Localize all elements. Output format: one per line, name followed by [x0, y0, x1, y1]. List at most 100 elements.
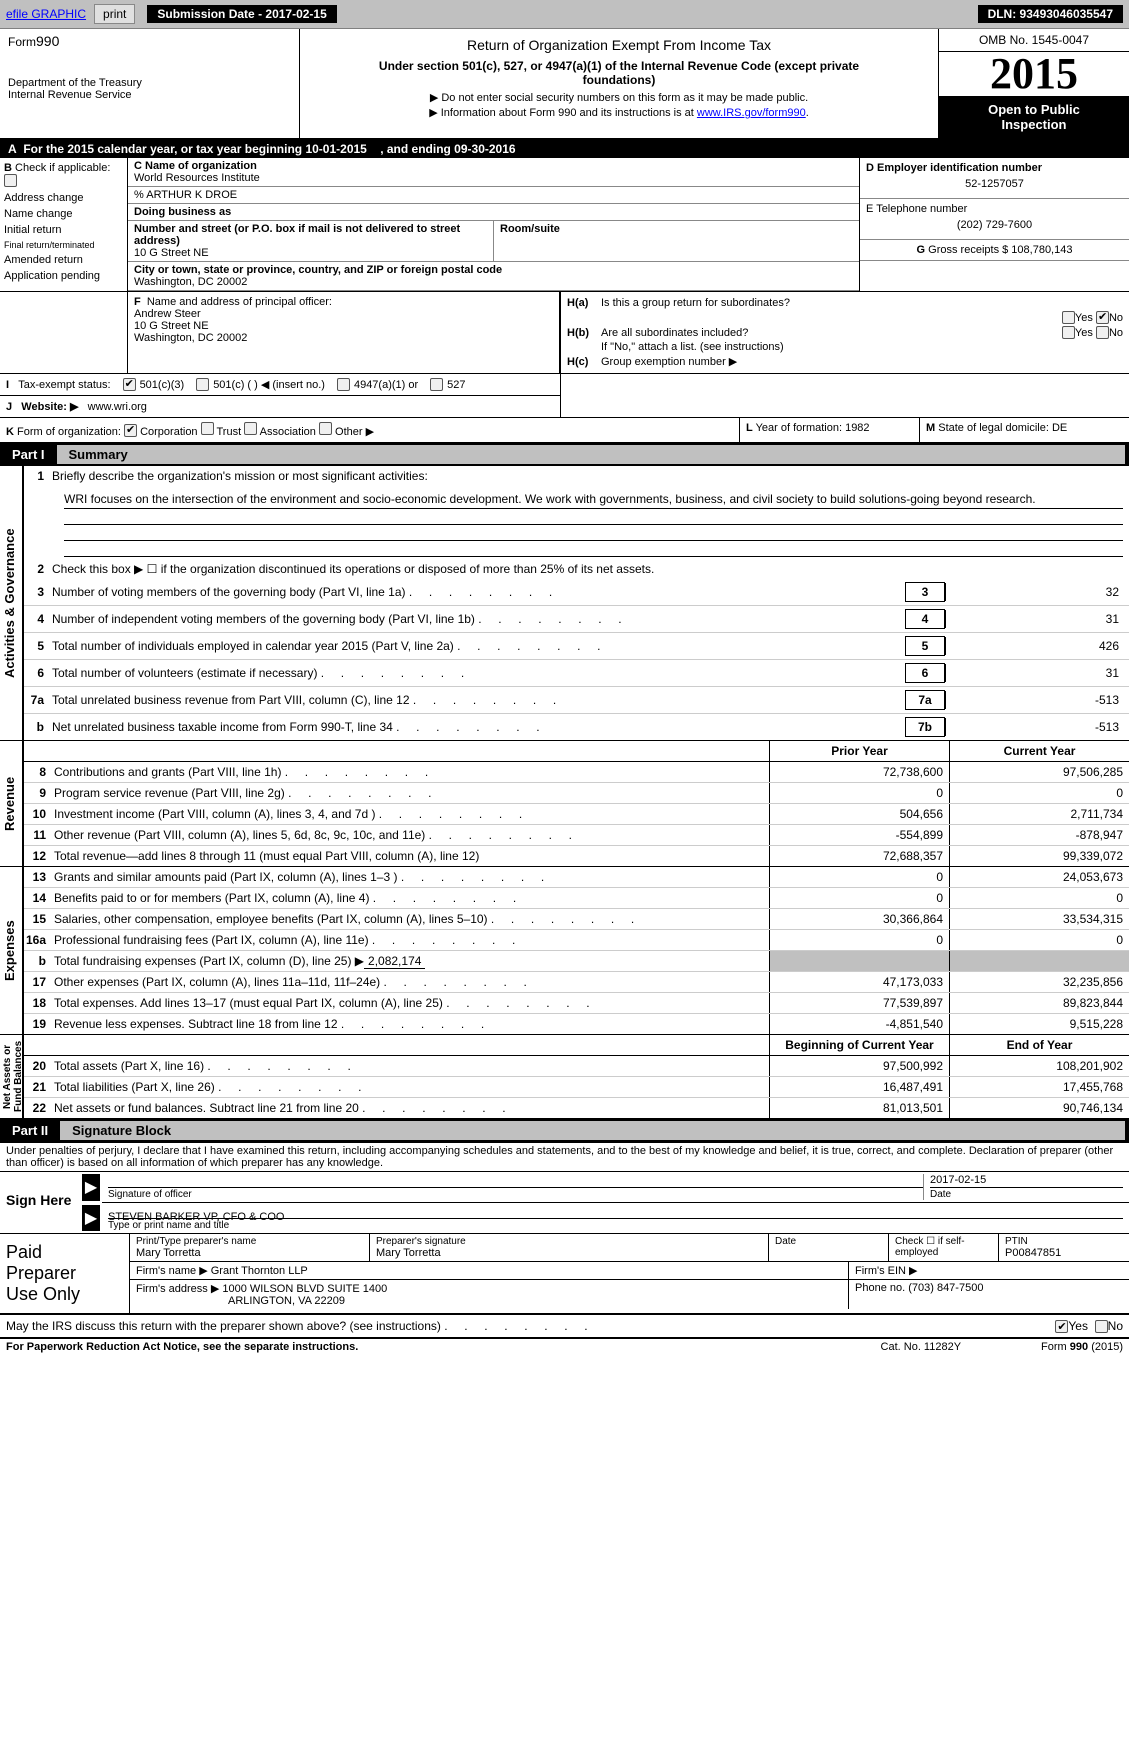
l22-py: 81,013,501 [769, 1098, 949, 1118]
top-bar: efile GRAPHIC print Submission Date - 20… [0, 0, 1129, 29]
l19-cy: 9,515,228 [949, 1014, 1129, 1034]
section-revenue: Revenue Prior Year Current Year 8Contrib… [0, 741, 1129, 867]
checkbox-applicable[interactable] [4, 174, 17, 187]
checkbox-hb-no[interactable] [1096, 326, 1109, 339]
sig-date: 2017-02-15 [930, 1174, 1123, 1188]
row-j-website: J Website: ▶ www.wri.org [0, 396, 560, 418]
form-label: Form [8, 35, 36, 49]
sign-here-row: Sign Here ▶ ▶ Signature of officer 2017-… [0, 1171, 1129, 1234]
arrow-icon: ▶ [82, 1205, 100, 1232]
room-label: Room/suite [500, 223, 560, 235]
officer-name: Andrew Steer [134, 308, 201, 320]
l22-cy: 90,746,134 [949, 1098, 1129, 1118]
l19-py: -4,851,540 [769, 1014, 949, 1034]
firm-phone: Phone no. (703) 847-7500 [855, 1282, 983, 1294]
signature-description: Under penalties of perjury, I declare th… [0, 1142, 1129, 1171]
hdr-prior-year: Prior Year [769, 741, 949, 761]
line4-value: 31 [945, 610, 1125, 628]
l18-py: 77,539,897 [769, 993, 949, 1013]
checkbox-discuss-yes[interactable] [1055, 1320, 1068, 1333]
line7b-value: -513 [945, 718, 1125, 736]
firm-name: Grant Thornton LLP [211, 1265, 308, 1277]
submission-date: Submission Date - 2017-02-15 [147, 5, 336, 23]
ein: 52-1257057 [866, 174, 1123, 194]
l11-cy: -878,947 [949, 825, 1129, 845]
checkbox-501c[interactable] [196, 378, 209, 391]
form-header: Form990 Department of the TreasuryIntern… [0, 29, 1129, 140]
dba-label: Doing business as [134, 206, 231, 218]
checkbox-hb-yes[interactable] [1062, 326, 1075, 339]
section-expenses: Expenses 13Grants and similar amounts pa… [0, 867, 1129, 1035]
ein-label: D Employer identification number [866, 162, 1042, 174]
part-2-header: Part II Signature Block [0, 1119, 1129, 1142]
section-net-assets: Net Assets orFund Balances Beginning of … [0, 1035, 1129, 1119]
checkbox-discuss-no[interactable] [1095, 1320, 1108, 1333]
typed-name: STEVEN BARKER VP, CFO & COO [108, 1205, 1123, 1219]
l13-py: 0 [769, 867, 949, 887]
hdr-end-year: End of Year [949, 1035, 1129, 1055]
col-b-checkboxes: B Check if applicable: Address change Na… [0, 158, 128, 291]
sign-here-label: Sign Here [0, 1172, 80, 1233]
checkbox-ha-yes[interactable] [1062, 311, 1075, 324]
mission-text: WRI focuses on the intersection of the e… [64, 490, 1123, 509]
l12-cy: 99,339,072 [949, 846, 1129, 866]
l20-cy: 108,201,902 [949, 1056, 1129, 1076]
section-bcd: B Check if applicable: Address change Na… [0, 158, 1129, 292]
org-name-label: C Name of organization [134, 160, 257, 172]
checkbox-501c3[interactable] [123, 378, 136, 391]
checkbox-other[interactable] [319, 422, 332, 435]
org-city: Washington, DC 20002 [134, 276, 247, 288]
vlabel-revenue: Revenue [0, 741, 24, 866]
form-number: 990 [36, 33, 59, 49]
org-address: 10 G Street NE [134, 247, 209, 259]
form-note-1: Do not enter social security numbers on … [308, 89, 930, 104]
efile-link[interactable]: efile GRAPHIC [6, 7, 86, 21]
city-label: City or town, state or province, country… [134, 264, 502, 276]
tax-year: 2015 [939, 52, 1129, 96]
officer-addr: 10 G Street NE [134, 320, 209, 332]
department: Department of the TreasuryInternal Reven… [8, 77, 291, 101]
l9-py: 0 [769, 783, 949, 803]
col-c-org-info: C Name of organization World Resources I… [128, 158, 859, 291]
l10-py: 504,656 [769, 804, 949, 824]
l14-py: 0 [769, 888, 949, 908]
gross-receipts: Gross receipts $ 108,780,143 [928, 244, 1072, 256]
l13-cy: 24,053,673 [949, 867, 1129, 887]
irs-link[interactable]: www.IRS.gov/form990 [697, 107, 806, 119]
preparer-signature: Mary Torretta [376, 1247, 441, 1259]
website-url: www.wri.org [88, 401, 147, 413]
l21-cy: 17,455,768 [949, 1077, 1129, 1097]
addr-label: Number and street (or P.O. box if mail i… [134, 223, 460, 247]
cat-no: Cat. No. 11282Y [881, 1341, 962, 1353]
checkbox-trust[interactable] [201, 422, 214, 435]
hdr-current-year: Current Year [949, 741, 1129, 761]
l15-py: 30,366,864 [769, 909, 949, 929]
section-h: H(a) Is this a group return for subordin… [560, 292, 1129, 373]
ptin: P00847851 [1005, 1247, 1061, 1259]
checkbox-assoc[interactable] [244, 422, 257, 435]
state-domicile: State of legal domicile: DE [938, 422, 1067, 434]
officer-city: Washington, DC 20002 [134, 332, 247, 344]
line7a-value: -513 [945, 691, 1125, 709]
checkbox-ha-no[interactable] [1096, 311, 1109, 324]
col-d-e-g: D Employer identification number 52-1257… [859, 158, 1129, 291]
checkbox-4947[interactable] [337, 378, 350, 391]
vlabel-expenses: Expenses [0, 867, 24, 1034]
form-title: Return of Organization Exempt From Incom… [308, 33, 930, 57]
firm-address: 1000 WILSON BLVD SUITE 1400 [222, 1283, 387, 1295]
l17-cy: 32,235,856 [949, 972, 1129, 992]
phone-label: E Telephone number [866, 203, 967, 215]
l8-cy: 97,506,285 [949, 762, 1129, 782]
arrow-icon: ▶ [82, 1174, 100, 1201]
footer: For Paperwork Reduction Act Notice, see … [0, 1339, 1129, 1355]
row-i-tax-exempt: I Tax-exempt status: 501(c)(3) 501(c) ( … [0, 374, 560, 396]
discuss-row: May the IRS discuss this return with the… [0, 1314, 1129, 1339]
year-formation: Year of formation: 1982 [756, 422, 870, 434]
l20-py: 97,500,992 [769, 1056, 949, 1076]
row-a: A For the 2015 calendar year, or tax yea… [0, 140, 1129, 158]
checkbox-corp[interactable] [124, 424, 137, 437]
phone: (202) 729-7600 [866, 215, 1123, 235]
print-button[interactable]: print [94, 4, 135, 24]
checkbox-527[interactable] [430, 378, 443, 391]
l18-cy: 89,823,844 [949, 993, 1129, 1013]
